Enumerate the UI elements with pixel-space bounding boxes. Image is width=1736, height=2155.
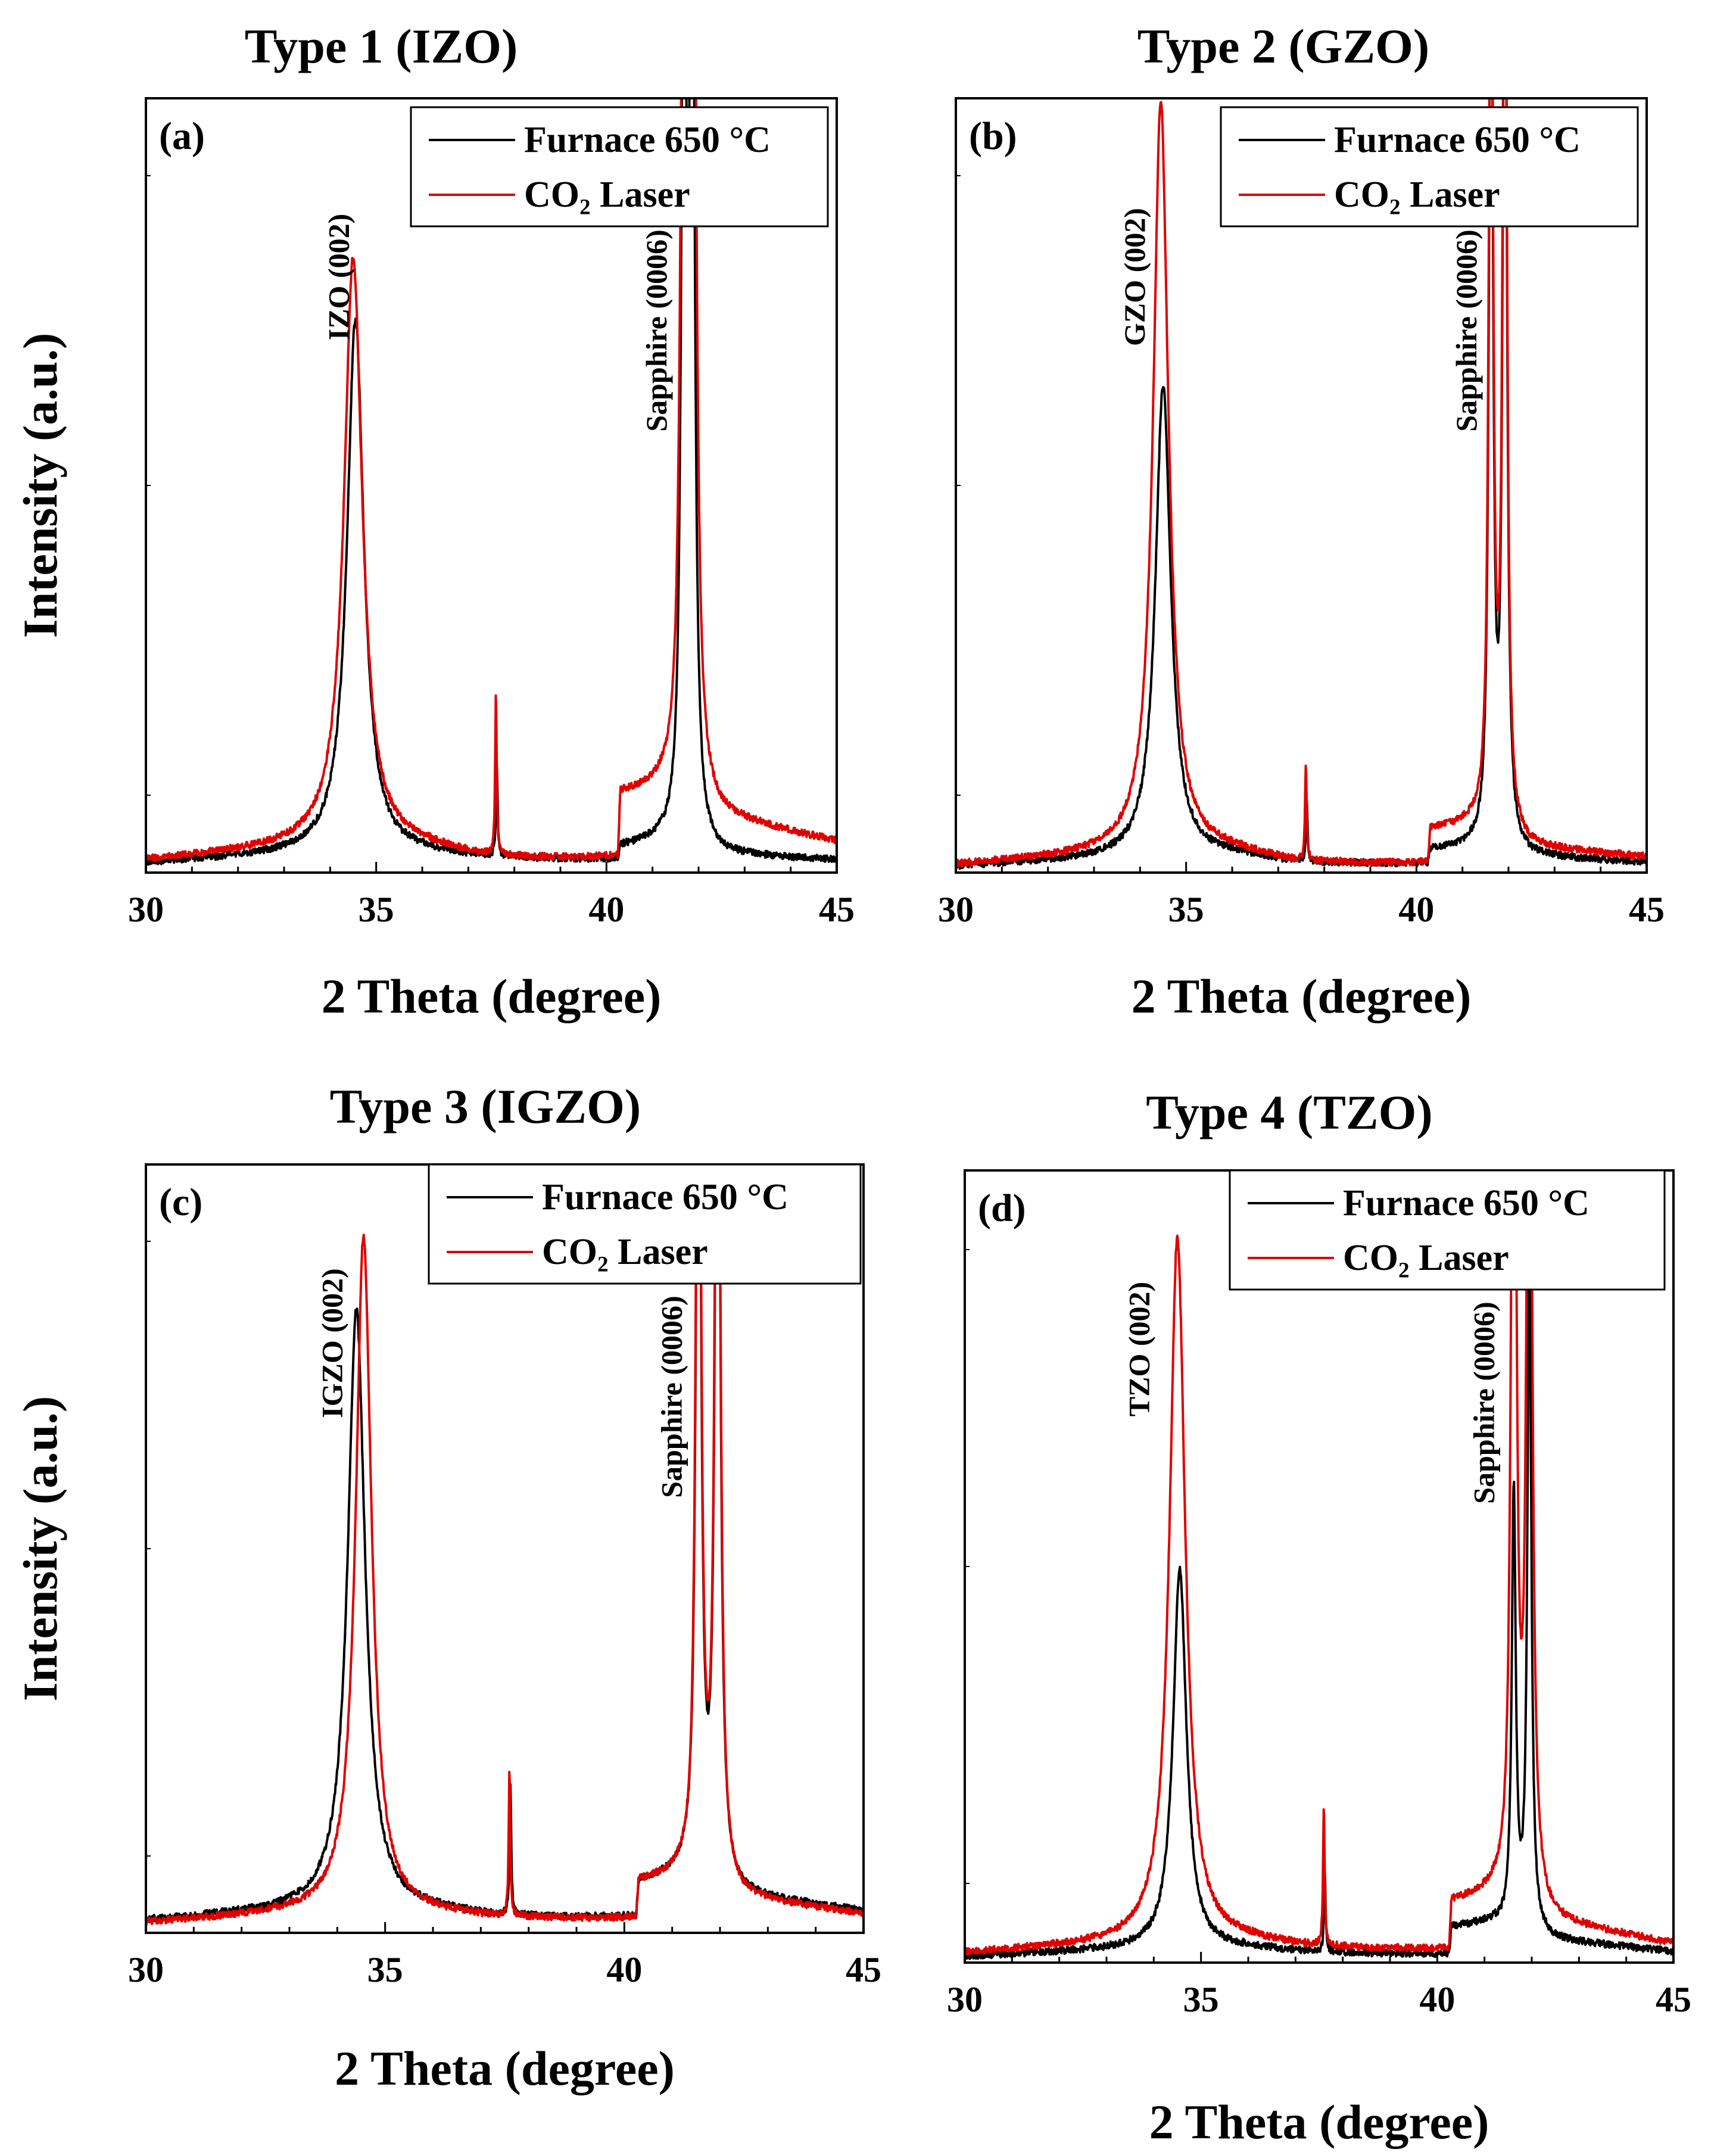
chart-title: Type 1 (IZO) bbox=[245, 19, 518, 73]
chart-title: Type 4 (TZO) bbox=[1146, 1085, 1432, 1139]
legend-label-co2-laser: CO₂ Laser bbox=[524, 175, 690, 215]
panels: Type 1 (IZO) 30 35 40 45 2 Theta (degree) Inte… bbox=[13, 19, 1691, 2149]
film-peak-annotation: IGZO (002) bbox=[315, 1268, 348, 1418]
chart-panel-2: Type 3 (IGZO) 30 35 40 45 2 Theta (degree) Int… bbox=[13, 1079, 881, 2095]
x-tick-label: 45 bbox=[1629, 890, 1665, 929]
x-tick-label: 40 bbox=[606, 1950, 642, 1989]
panel-label: (a) bbox=[159, 114, 205, 158]
x-tick-label: 30 bbox=[128, 1950, 164, 1989]
x-axis-label: 2 Theta (degree) bbox=[335, 2041, 675, 2095]
series-line-co2-laser bbox=[956, 98, 1647, 867]
film-peak-annotation: IZO (002) bbox=[322, 214, 355, 341]
panel-label: (b) bbox=[969, 114, 1017, 158]
x-tick-label: 35 bbox=[359, 890, 394, 929]
film-peak-annotation: TZO (002) bbox=[1122, 1282, 1155, 1416]
legend-label-co2-laser: CO₂ Laser bbox=[1343, 1238, 1509, 1278]
film-peak-annotation: GZO (002) bbox=[1118, 208, 1151, 346]
x-axis-label: 2 Theta (degree) bbox=[1132, 969, 1472, 1023]
chart-panel-3: Type 4 (TZO) 30 35 40 45 2 Theta (degree) (d) T… bbox=[947, 1085, 1691, 2149]
legend: Furnace 650 °C CO₂ Laser bbox=[410, 106, 829, 228]
chart-title: Type 2 (GZO) bbox=[1137, 19, 1429, 73]
legend-box bbox=[410, 106, 829, 228]
x-tick-label: 40 bbox=[588, 890, 624, 929]
series-line-co2-laser bbox=[146, 1164, 864, 1926]
x-tick-label: 35 bbox=[1168, 890, 1204, 929]
legend: Furnace 650 °C CO₂ Laser bbox=[428, 1163, 862, 1285]
y-axis-label: Intensity (a.u.) bbox=[13, 1396, 67, 1702]
legend-box bbox=[1220, 106, 1639, 228]
panel-label: (c) bbox=[159, 1181, 202, 1224]
x-tick-label: 40 bbox=[1419, 1980, 1455, 2019]
x-tick-label: 35 bbox=[1183, 1980, 1219, 2019]
legend-label-co2-laser: CO₂ Laser bbox=[1334, 175, 1500, 215]
chart-title: Type 3 (IGZO) bbox=[330, 1079, 641, 1133]
legend-label-furnace: Furnace 650 °C bbox=[524, 120, 771, 160]
series-line-co2-laser bbox=[965, 1170, 1673, 1956]
legend-label-co2-laser: CO₂ Laser bbox=[542, 1232, 708, 1272]
x-tick-label: 30 bbox=[128, 890, 164, 929]
series-line-co2-laser bbox=[146, 98, 837, 862]
x-tick-label: 45 bbox=[846, 1950, 881, 1989]
legend: Furnace 650 °C CO₂ Laser bbox=[1220, 106, 1639, 228]
x-axis-label: 2 Theta (degree) bbox=[1149, 2095, 1489, 2149]
sapphire-peak-annotation: Sapphire (0006) bbox=[1450, 229, 1483, 431]
x-tick-label: 45 bbox=[819, 890, 855, 929]
legend: Furnace 650 °C CO₂ Laser bbox=[1229, 1169, 1666, 1291]
sapphire-peak-annotation: Sapphire (0006) bbox=[1467, 1301, 1501, 1503]
chart-panel-1: Type 2 (GZO) 30 35 40 45 2 Theta (degree) (b) G… bbox=[938, 19, 1665, 1023]
x-tick-label: 35 bbox=[367, 1950, 403, 1989]
panel-label: (d) bbox=[978, 1187, 1026, 1230]
legend-box bbox=[1229, 1169, 1666, 1291]
legend-label-furnace: Furnace 650 °C bbox=[1343, 1183, 1589, 1223]
x-tick-label: 30 bbox=[947, 1980, 983, 2019]
legend-box bbox=[428, 1163, 862, 1285]
chart-panel-0: Type 1 (IZO) 30 35 40 45 2 Theta (degree) Inte… bbox=[13, 19, 855, 1023]
legend-label-furnace: Furnace 650 °C bbox=[542, 1177, 788, 1217]
series-line-furnace bbox=[956, 98, 1647, 870]
sapphire-peak-annotation: Sapphire (0006) bbox=[640, 229, 673, 431]
series-line-furnace bbox=[965, 1250, 1673, 1960]
x-axis-label: 2 Theta (degree) bbox=[322, 969, 662, 1023]
y-axis-label: Intensity (a.u.) bbox=[13, 333, 67, 639]
legend-label-furnace: Furnace 650 °C bbox=[1334, 120, 1581, 160]
x-tick-label: 30 bbox=[938, 890, 974, 929]
x-tick-label: 40 bbox=[1398, 890, 1434, 929]
sapphire-peak-annotation: Sapphire (0006) bbox=[655, 1296, 688, 1497]
x-tick-label: 45 bbox=[1656, 1980, 1691, 2019]
